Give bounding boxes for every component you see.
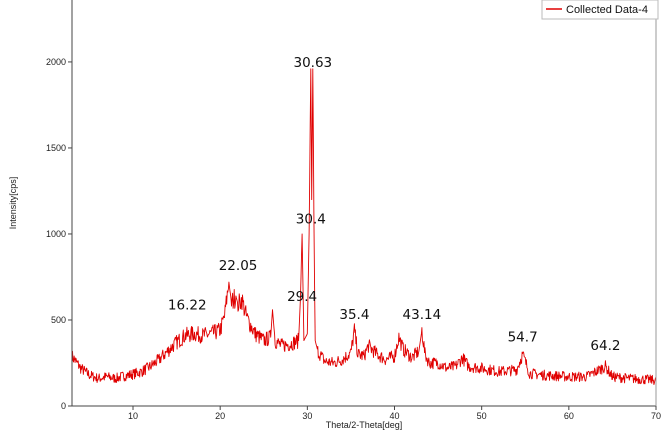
peak-label: 29.4 [287, 289, 317, 305]
peak-label: 16.22 [168, 298, 207, 314]
peak-label: 22.05 [219, 258, 258, 274]
peak-label: 64.2 [590, 338, 620, 354]
x-tick-label: 70 [651, 411, 661, 421]
legend: Collected Data-4 [541, 0, 659, 20]
y-tick-label: 0 [61, 401, 66, 411]
series-line-0 [71, 68, 657, 386]
peak-label: 54.7 [508, 329, 538, 345]
x-axis-title: Theta/2-Theta[deg] [326, 420, 403, 430]
x-tick-label: 50 [477, 411, 487, 421]
x-tick-label: 60 [564, 411, 574, 421]
peak-label: 43.14 [403, 307, 442, 323]
y-tick-label: 1500 [46, 143, 66, 153]
peak-label: 35.4 [339, 307, 369, 323]
y-axis-title: Intensity[cps] [8, 177, 18, 230]
y-tick-label: 500 [51, 315, 66, 325]
x-tick-label: 40 [389, 411, 399, 421]
y-tick-label: 1000 [46, 229, 66, 239]
y-tick-label: 2000 [46, 57, 66, 67]
x-tick-label: 30 [302, 411, 312, 421]
x-tick-label: 10 [128, 411, 138, 421]
legend-box [541, 0, 659, 20]
plot-area [72, 0, 656, 406]
legend-label: Collected Data-4 [566, 4, 648, 16]
x-tick-label: 20 [215, 411, 225, 421]
peak-label: 30.63 [294, 55, 333, 71]
peak-label: 30.4 [296, 212, 326, 228]
